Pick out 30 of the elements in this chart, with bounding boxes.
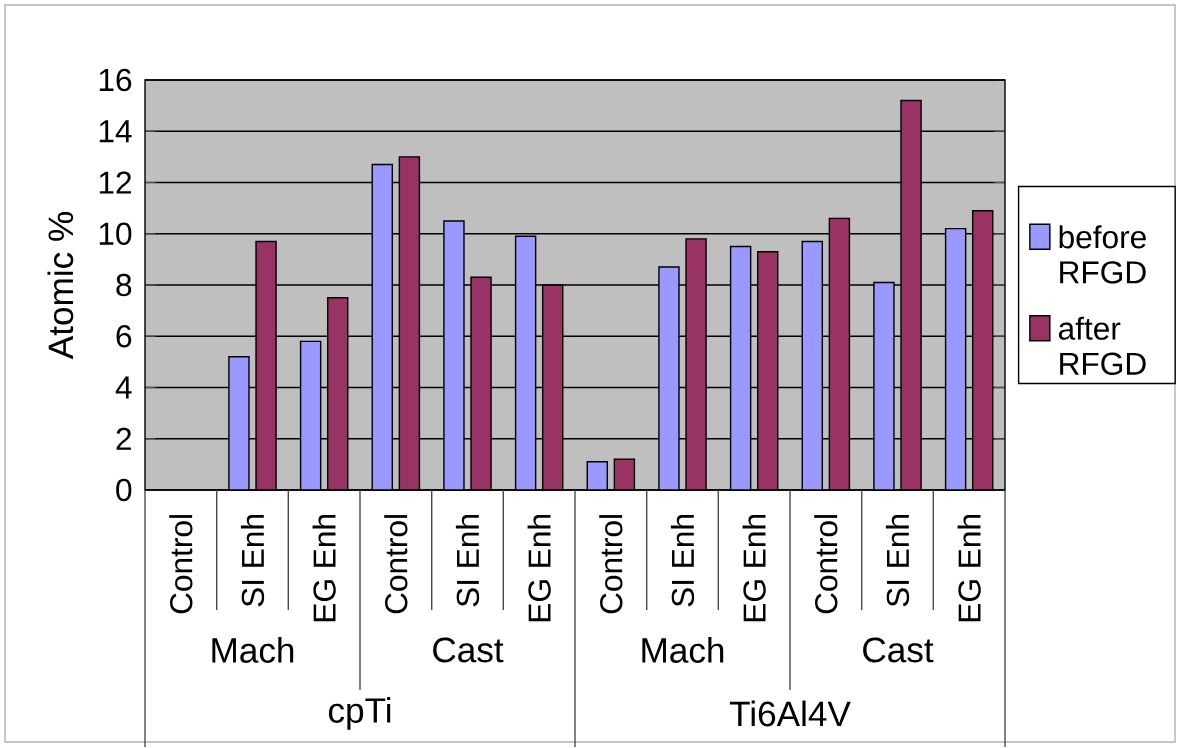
legend-label: before RFGD — [1059, 225, 1146, 284]
x-tick-label: EG Enh — [957, 515, 981, 622]
text: Ti6Al4V — [729, 700, 851, 727]
text: Cast — [863, 637, 934, 663]
y-tick-label: 10 — [99, 222, 132, 246]
x-tick-label: Control — [384, 515, 408, 614]
y-tick-label: 14 — [99, 120, 132, 143]
x-tick-label: SI Enh — [240, 515, 265, 607]
text: Mach — [642, 637, 724, 664]
x-tick-label: SI Enh — [885, 515, 910, 607]
y-tick-label: 8 — [116, 273, 132, 297]
x-tick-label: Control — [169, 515, 193, 614]
x-tick-label: EG Enh — [527, 515, 551, 622]
y-tick-label: 12 — [99, 171, 131, 194]
x-tick-label: Control — [599, 515, 623, 614]
y-tick-label: 4 — [115, 376, 132, 399]
y-tick-label: 6 — [116, 325, 132, 348]
y-axis-title: Atomic % — [47, 212, 74, 360]
text: Mach — [212, 637, 294, 664]
y-tick-label: 16 — [99, 68, 132, 92]
y-tick-label: 2 — [116, 427, 131, 450]
x-tick-label: SI Enh — [455, 515, 480, 607]
legend-label: after RFGD — [1058, 316, 1146, 376]
x-tick-label: Control — [814, 515, 838, 614]
text: cpTi — [328, 697, 391, 730]
x-tick-label: EG Enh — [742, 515, 766, 622]
x-tick-label: SI Enh — [670, 515, 695, 607]
text: Cast — [433, 637, 504, 663]
y-tick-label: 0 — [116, 478, 132, 502]
x-tick-label: EG Enh — [312, 515, 336, 622]
